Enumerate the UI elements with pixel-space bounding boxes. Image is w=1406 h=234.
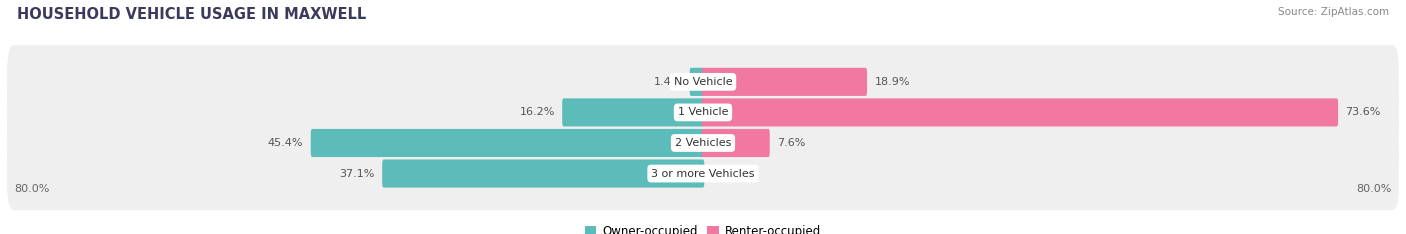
- Text: 80.0%: 80.0%: [14, 184, 49, 194]
- Text: 1.4%: 1.4%: [654, 77, 682, 87]
- Text: 73.6%: 73.6%: [1346, 107, 1381, 117]
- FancyBboxPatch shape: [562, 98, 704, 126]
- FancyBboxPatch shape: [702, 68, 868, 96]
- Text: 0.0%: 0.0%: [711, 168, 740, 179]
- Text: 7.6%: 7.6%: [778, 138, 806, 148]
- FancyBboxPatch shape: [382, 160, 704, 188]
- Text: 18.9%: 18.9%: [875, 77, 910, 87]
- FancyBboxPatch shape: [702, 129, 769, 157]
- FancyBboxPatch shape: [690, 68, 704, 96]
- Text: 45.4%: 45.4%: [269, 138, 304, 148]
- Legend: Owner-occupied, Renter-occupied: Owner-occupied, Renter-occupied: [579, 220, 827, 234]
- Text: 37.1%: 37.1%: [339, 168, 375, 179]
- FancyBboxPatch shape: [7, 106, 1399, 180]
- FancyBboxPatch shape: [311, 129, 704, 157]
- Text: 80.0%: 80.0%: [1357, 184, 1392, 194]
- Text: 2 Vehicles: 2 Vehicles: [675, 138, 731, 148]
- Text: 16.2%: 16.2%: [519, 107, 555, 117]
- Text: HOUSEHOLD VEHICLE USAGE IN MAXWELL: HOUSEHOLD VEHICLE USAGE IN MAXWELL: [17, 7, 366, 22]
- Text: Source: ZipAtlas.com: Source: ZipAtlas.com: [1278, 7, 1389, 17]
- FancyBboxPatch shape: [702, 98, 1339, 126]
- Text: No Vehicle: No Vehicle: [673, 77, 733, 87]
- Text: 1 Vehicle: 1 Vehicle: [678, 107, 728, 117]
- FancyBboxPatch shape: [7, 137, 1399, 210]
- FancyBboxPatch shape: [7, 76, 1399, 149]
- FancyBboxPatch shape: [7, 45, 1399, 119]
- Text: 3 or more Vehicles: 3 or more Vehicles: [651, 168, 755, 179]
